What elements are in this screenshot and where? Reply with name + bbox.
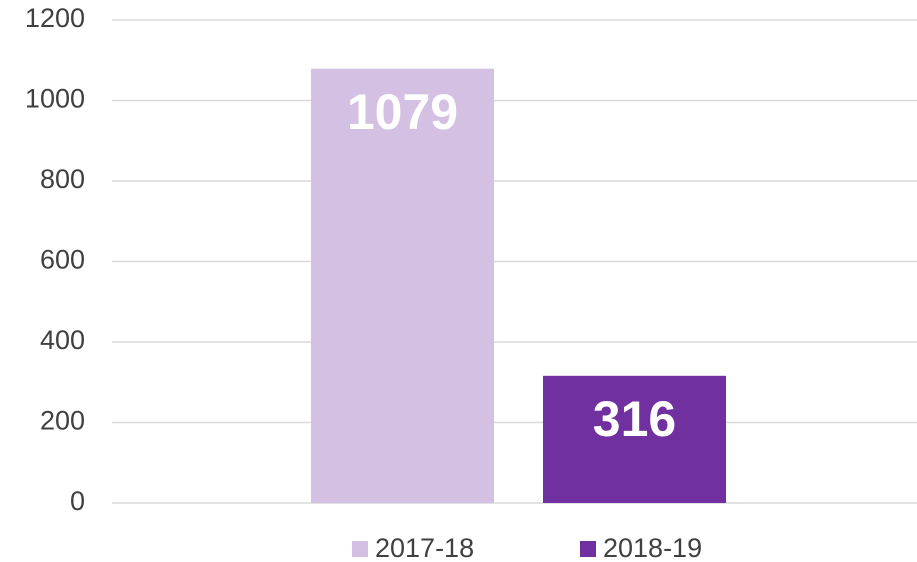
y-tick-label: 1000 xyxy=(25,84,85,114)
legend-label: 2017-18 xyxy=(375,533,474,562)
y-tick-label: 0 xyxy=(70,486,85,516)
legend-swatch xyxy=(580,541,596,557)
data-label: 1079 xyxy=(347,84,458,140)
y-tick-label: 600 xyxy=(40,245,85,275)
y-tick-label: 200 xyxy=(40,406,85,436)
y-tick-label: 800 xyxy=(40,164,85,194)
legend-label: 2018-19 xyxy=(603,533,702,562)
y-tick-label: 400 xyxy=(40,325,85,355)
bar xyxy=(311,68,494,503)
y-tick-label: 1200 xyxy=(25,3,85,33)
bar xyxy=(543,375,726,503)
legend-swatch xyxy=(352,541,368,557)
data-label: 316 xyxy=(593,391,676,447)
